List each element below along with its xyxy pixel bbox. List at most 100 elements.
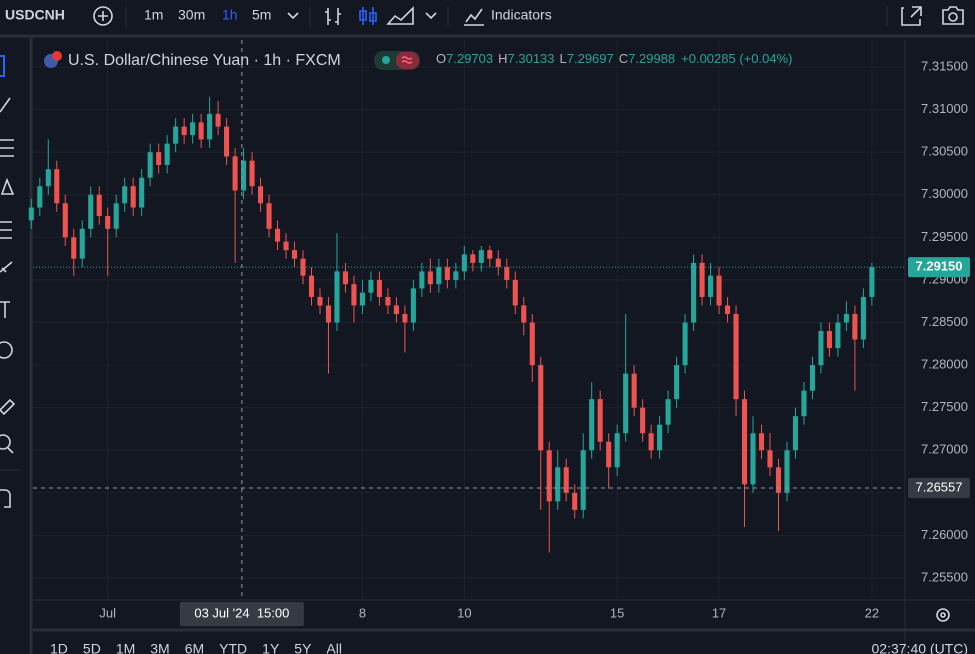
candle-body — [62, 203, 68, 238]
candle-body — [105, 216, 111, 229]
range-button[interactable]: 5Y — [294, 641, 312, 654]
y-tick-label: 7.27000 — [921, 442, 968, 457]
candle-body — [71, 237, 77, 259]
last-price-label: 7.29150 — [916, 259, 963, 274]
candle-body — [402, 313, 408, 323]
high-label: H — [498, 51, 507, 66]
legend-title[interactable]: U.S. Dollar/Chinese Yuan · 1h · FXCM — [68, 52, 341, 69]
range-button[interactable]: YTD — [219, 641, 247, 654]
chart-type-dropdown[interactable] — [425, 12, 437, 20]
range-button[interactable]: 1M — [116, 641, 135, 654]
candle-body — [487, 250, 493, 259]
candle-body — [572, 492, 578, 510]
close-value: 7.29988 — [628, 51, 675, 66]
candle-body — [37, 186, 43, 208]
candle-body — [249, 160, 255, 187]
fib-tool[interactable] — [0, 139, 14, 157]
y-tick-label: 7.28000 — [921, 357, 968, 372]
fullscreen-icon[interactable] — [901, 6, 922, 26]
top-toolbar — [0, 0, 975, 34]
candle-body — [283, 241, 289, 251]
candle-body — [792, 416, 799, 451]
candle-body — [342, 271, 349, 285]
bars-icon[interactable] — [325, 8, 341, 25]
snapshot-icon[interactable] — [942, 6, 964, 25]
candle-body — [207, 113, 213, 140]
range-button[interactable]: 1Y — [262, 641, 280, 654]
candle-body — [699, 262, 705, 297]
candle-body — [529, 322, 535, 366]
candle-body — [232, 156, 238, 191]
text-tool[interactable] — [0, 301, 10, 318]
crosshair-time-badge — [179, 602, 304, 626]
candle-body — [291, 250, 298, 259]
candle-body — [88, 194, 94, 229]
candle-body — [708, 275, 714, 297]
trendline-tool[interactable] — [0, 97, 11, 113]
candle-body — [393, 305, 399, 314]
left-toolbar — [0, 38, 30, 654]
range-button[interactable]: All — [326, 641, 342, 654]
candle-body — [648, 433, 654, 451]
candle-body — [45, 169, 51, 187]
candle-body — [368, 279, 374, 293]
symbol[interactable]: USDCNH — [5, 7, 65, 23]
close-label: C — [619, 51, 628, 66]
pattern-tool[interactable] — [0, 177, 15, 195]
emoji-tool[interactable] — [0, 341, 13, 359]
data-status[interactable] — [396, 52, 419, 69]
candle-body — [28, 207, 34, 221]
interval-dropdown[interactable] — [287, 12, 299, 20]
candle-body — [826, 331, 832, 349]
cursor-tool[interactable] — [0, 55, 5, 77]
range-button[interactable]: 5D — [83, 641, 101, 654]
candle-body — [869, 267, 875, 297]
indicators-button[interactable]: Indicators — [491, 7, 552, 23]
magnet-tool[interactable] — [0, 489, 11, 508]
candle-body — [241, 160, 247, 191]
interval[interactable]: 1m — [144, 7, 163, 23]
forecast-tool[interactable] — [0, 221, 12, 239]
candle-body — [860, 296, 866, 340]
snapshot-lens — [948, 12, 958, 22]
interval-active[interactable]: 1h — [222, 7, 238, 23]
candle-body — [147, 152, 153, 178]
data-status-icon — [401, 56, 413, 64]
candle-body — [173, 126, 179, 144]
x-tick-label: 22 — [865, 605, 879, 620]
candle-body — [504, 267, 510, 280]
brush-tool[interactable] — [0, 261, 13, 273]
candle-body — [546, 450, 552, 502]
candle-body — [495, 258, 501, 268]
settings-icon[interactable] — [936, 608, 950, 622]
interval[interactable]: 30m — [178, 7, 205, 23]
candle-body — [563, 467, 569, 493]
ohlc-legend: O7.29703 H7.30133 L7.29697 C7.29988 +0.00285… — [436, 51, 792, 66]
candles-icon[interactable] — [359, 7, 377, 25]
zoom-tool[interactable] — [0, 434, 11, 450]
candle-body — [258, 186, 264, 204]
ruler-tool[interactable] — [0, 398, 16, 416]
candle-body — [818, 331, 824, 366]
y-tick-label: 7.31000 — [921, 101, 968, 116]
candle-body — [657, 424, 663, 451]
plot — [28, 40, 905, 600]
candle-body — [606, 441, 612, 468]
y-tick-label: 7.29500 — [921, 229, 968, 244]
area-icon[interactable] — [386, 6, 414, 25]
candle-body — [470, 254, 476, 263]
range-button[interactable]: 3M — [150, 641, 169, 654]
candle-body — [682, 322, 688, 366]
interval[interactable]: 5m — [252, 7, 271, 23]
indicators-icon[interactable] — [464, 8, 484, 26]
candle-body — [181, 126, 187, 136]
low-value: 7.29697 — [567, 51, 614, 66]
clock[interactable]: 02:37:40 (UTC) — [872, 641, 968, 654]
range-button[interactable]: 1D — [50, 641, 68, 654]
add-symbol-icon[interactable] — [93, 6, 113, 26]
range-button[interactable]: 6M — [185, 641, 204, 654]
candle-body — [580, 450, 586, 510]
candle-body — [156, 152, 162, 165]
